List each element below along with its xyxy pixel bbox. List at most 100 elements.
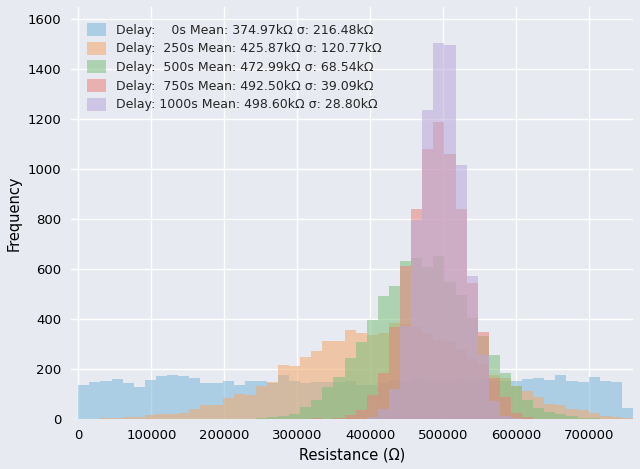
Bar	[234, 385, 244, 419]
Bar	[533, 378, 544, 419]
Bar	[300, 383, 311, 419]
Bar	[333, 377, 344, 419]
Bar	[444, 342, 456, 419]
Bar	[522, 400, 533, 419]
Bar	[456, 349, 467, 419]
Bar	[311, 351, 323, 419]
Bar	[433, 44, 444, 419]
Bar	[323, 387, 333, 419]
Bar	[267, 416, 278, 419]
Bar	[211, 405, 223, 419]
Bar	[367, 394, 378, 419]
Bar	[522, 391, 533, 419]
Bar	[111, 418, 123, 419]
Bar	[389, 323, 400, 419]
Bar	[489, 401, 500, 419]
Bar	[100, 381, 111, 419]
Bar	[422, 267, 433, 419]
Bar	[244, 395, 256, 419]
Bar	[500, 381, 511, 419]
Bar	[577, 409, 589, 419]
Bar	[156, 376, 167, 419]
Bar	[477, 336, 489, 419]
Y-axis label: Frequency: Frequency	[7, 175, 22, 250]
Bar	[289, 414, 300, 419]
Bar	[356, 410, 367, 419]
Bar	[400, 326, 411, 419]
Bar	[344, 415, 356, 419]
Bar	[556, 405, 566, 419]
Bar	[267, 383, 278, 419]
Bar	[223, 380, 234, 419]
Bar	[100, 418, 111, 419]
Bar	[589, 418, 600, 419]
Bar	[577, 417, 589, 419]
Bar	[533, 397, 544, 419]
Bar	[389, 286, 400, 419]
Bar	[333, 418, 344, 419]
Bar	[200, 405, 211, 419]
Bar	[600, 381, 611, 419]
Bar	[378, 409, 389, 419]
Bar	[323, 382, 333, 419]
Bar	[367, 417, 378, 419]
Bar	[256, 381, 267, 419]
Bar	[500, 397, 511, 419]
Bar	[511, 413, 522, 419]
Bar	[300, 357, 311, 419]
Bar	[400, 382, 411, 419]
Bar	[123, 383, 134, 419]
Bar	[267, 382, 278, 419]
Bar	[511, 386, 522, 419]
Bar	[311, 418, 323, 419]
Bar	[500, 416, 511, 419]
Bar	[489, 355, 500, 419]
Bar	[477, 364, 489, 419]
Bar	[422, 333, 433, 419]
Bar	[323, 341, 333, 419]
Bar	[411, 220, 422, 419]
Bar	[544, 380, 556, 419]
Bar	[433, 340, 444, 419]
Bar	[400, 265, 411, 419]
Bar	[145, 415, 156, 419]
Bar	[533, 408, 544, 419]
Bar	[511, 386, 522, 419]
Bar	[378, 373, 389, 419]
Bar	[433, 256, 444, 419]
Bar	[134, 386, 145, 419]
Bar	[422, 381, 433, 419]
Bar	[211, 383, 223, 419]
Bar	[489, 378, 500, 419]
Bar	[444, 281, 456, 419]
Bar	[511, 418, 522, 419]
Bar	[178, 413, 189, 419]
Bar	[289, 366, 300, 419]
Bar	[456, 209, 467, 419]
Bar	[389, 327, 400, 419]
Bar	[344, 331, 356, 419]
Bar	[477, 355, 489, 419]
Bar	[367, 335, 378, 419]
Bar	[278, 375, 289, 419]
Bar	[256, 386, 267, 419]
Bar	[566, 416, 577, 419]
Bar	[167, 375, 178, 419]
Bar	[278, 416, 289, 419]
Bar	[589, 377, 600, 419]
Bar	[422, 150, 433, 419]
Bar	[167, 414, 178, 419]
Bar	[411, 379, 422, 419]
Bar	[378, 296, 389, 419]
Bar	[156, 414, 167, 419]
Bar	[477, 332, 489, 419]
Bar	[467, 359, 477, 419]
Bar	[389, 389, 400, 419]
Bar	[234, 394, 244, 419]
Bar	[356, 342, 367, 419]
Bar	[378, 383, 389, 419]
Bar	[333, 382, 344, 419]
Bar	[522, 379, 533, 419]
Bar	[589, 413, 600, 419]
Bar	[111, 379, 123, 419]
